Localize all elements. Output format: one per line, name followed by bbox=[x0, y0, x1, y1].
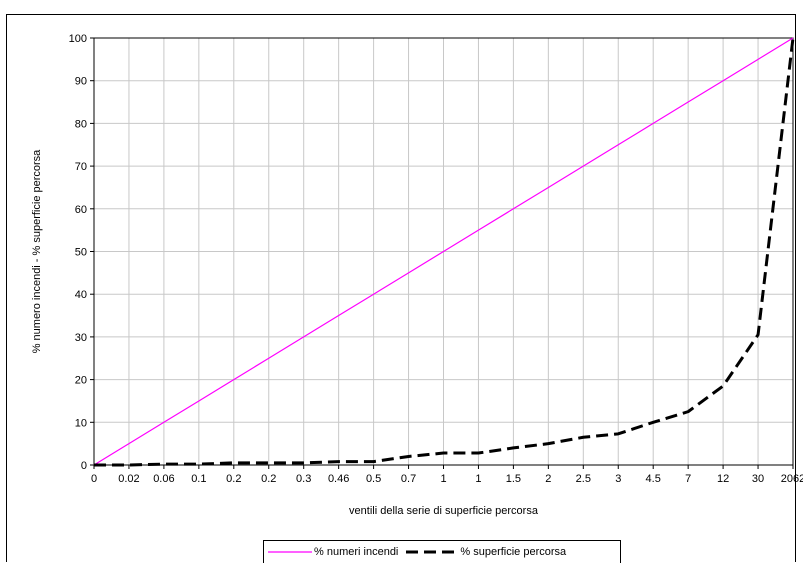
x-axis-ticks: 0 0.02 0.06 0.1 0.2 0.2 0.3 0.46 0.5 0.7 1 1 1.5 2 2.5… bbox=[91, 465, 803, 485]
x-tick-label: 0.1 bbox=[191, 473, 206, 485]
legend-label-superficie: % superficie percorsa bbox=[460, 546, 567, 558]
legend: % numeri incendi % superficie percorsa bbox=[263, 540, 621, 563]
y-tick-label: 0 bbox=[81, 460, 87, 472]
x-tick-label: 3 bbox=[615, 473, 621, 485]
x-tick-label: 2 bbox=[545, 473, 551, 485]
x-tick-label: 0.3 bbox=[296, 473, 311, 485]
x-tick-label: 0.02 bbox=[118, 473, 139, 485]
x-tick-label: 0.06 bbox=[153, 473, 174, 485]
y-tick-label: 40 bbox=[75, 289, 87, 301]
x-tick-label: 0.2 bbox=[226, 473, 241, 485]
legend-swatch-solid bbox=[268, 551, 312, 553]
series-line-numeri-incendi bbox=[93, 37, 794, 466]
legend-item-numeri: % numeri incendi bbox=[264, 546, 398, 558]
y-axis-ticks: 0 10 20 30 40 50 60 70 80 90 100 bbox=[69, 33, 94, 472]
y-tick-label: 100 bbox=[69, 33, 87, 45]
legend-item-superficie: % superficie percorsa bbox=[404, 546, 566, 558]
x-tick-label: 0.5 bbox=[366, 473, 381, 485]
x-tick-label: 12 bbox=[717, 473, 729, 485]
y-tick-label: 80 bbox=[75, 118, 87, 130]
y-tick-label: 50 bbox=[75, 247, 87, 259]
x-tick-label: 0 bbox=[91, 473, 97, 485]
series-lines bbox=[93, 37, 795, 467]
x-tick-label: 1 bbox=[440, 473, 446, 485]
y-tick-label: 60 bbox=[75, 204, 87, 216]
x-tick-label: 7 bbox=[685, 473, 691, 485]
x-tick-label: 4.5 bbox=[646, 473, 661, 485]
y-tick-label: 70 bbox=[75, 161, 87, 173]
x-tick-label: 2.5 bbox=[576, 473, 591, 485]
x-tick-label: 2062 bbox=[781, 473, 803, 485]
legend-label-numeri: % numeri incendi bbox=[314, 546, 399, 558]
x-tick-label: 1 bbox=[475, 473, 481, 485]
y-tick-label: 30 bbox=[75, 332, 87, 344]
x-tick-label: 1.5 bbox=[506, 473, 521, 485]
x-tick-label: 30 bbox=[752, 473, 764, 485]
x-axis-label: ventili della serie di superficie percor… bbox=[349, 505, 539, 517]
legend-swatch-dashed bbox=[406, 550, 459, 554]
y-tick-label: 90 bbox=[75, 76, 87, 88]
x-tick-label: 0.46 bbox=[328, 473, 349, 485]
x-tick-label: 0.7 bbox=[401, 473, 416, 485]
y-tick-label: 10 bbox=[75, 417, 87, 429]
y-tick-label: 20 bbox=[75, 375, 87, 387]
y-axis-label: % numero incendi - % superficie percorsa bbox=[31, 149, 43, 353]
chart-frame bbox=[6, 14, 796, 562]
x-tick-label: 0.2 bbox=[261, 473, 276, 485]
series-line-superficie-percorsa bbox=[94, 37, 795, 467]
